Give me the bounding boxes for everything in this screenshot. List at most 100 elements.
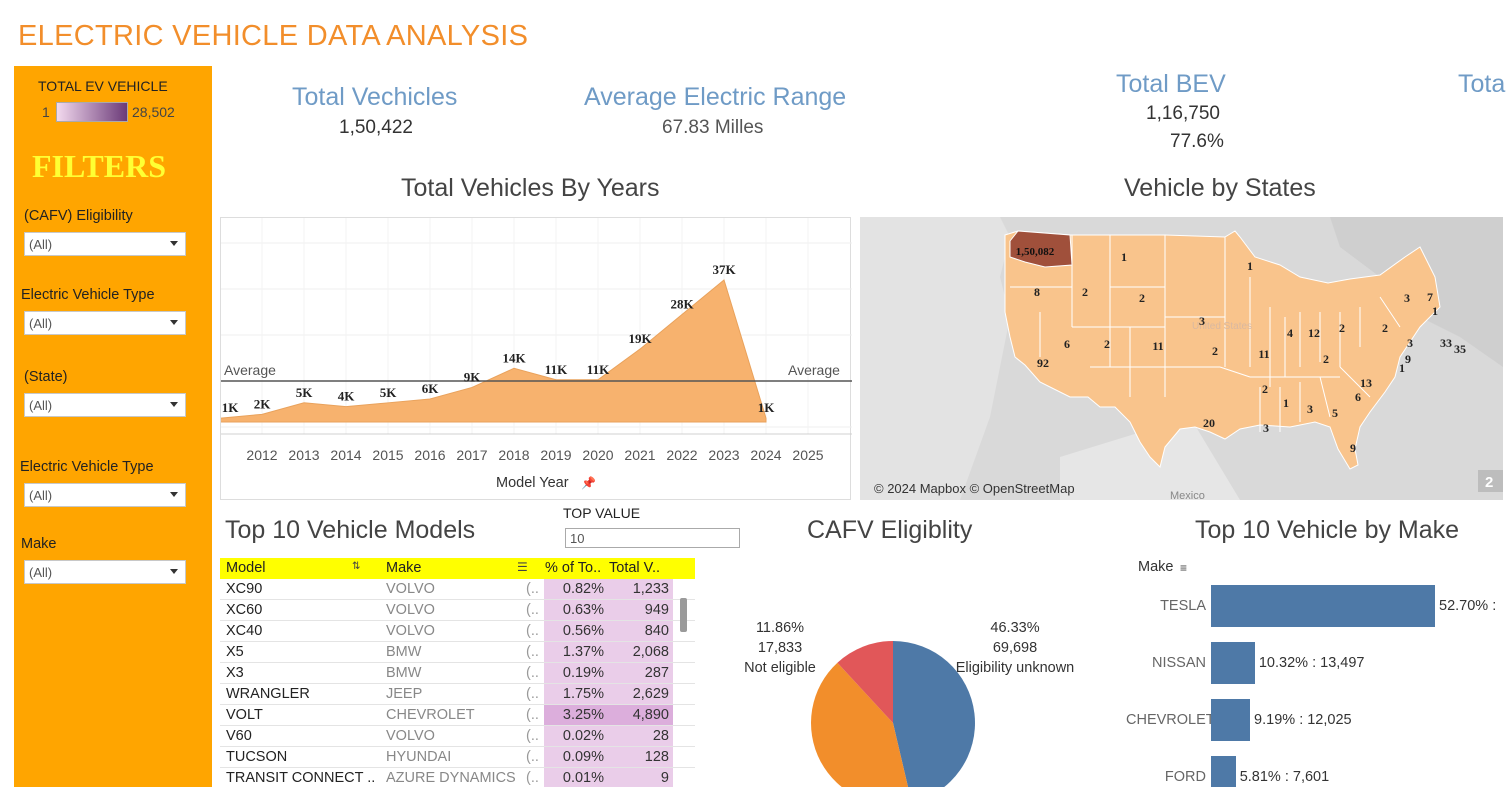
cell-make: VOLVO [386,623,435,639]
cell-total: 2,629 [632,686,669,702]
data-label: 6K [422,381,440,396]
pie-left-count: 17,833 [757,640,803,656]
table-row[interactable]: XC40 VOLVO (.. 0.56% 840 [220,621,695,642]
cell-highlight [544,663,673,683]
filter-dropdown-cafv[interactable]: (All) [24,232,186,256]
caret-down-icon [170,241,178,246]
data-label: 11K [545,362,568,377]
table-row[interactable]: XC90 VOLVO (.. 0.82% 1,233 [220,579,695,600]
data-label: 28K [670,297,694,312]
make-axis-label[interactable]: Make [1138,559,1174,575]
top-value-input[interactable]: 10 [565,528,740,548]
x-tick-label: 2015 [372,447,403,463]
years-area-chart[interactable]: Average Average 1K 2K 5K 4K 5K 6K 9K 14K 11K 11K 19K… [219,217,852,500]
kpi-total-bev-pct: 77.6% [1170,131,1224,152]
states-map[interactable]: © 2024 Mapbox © OpenStreetMap Mexico 2 U… [860,217,1503,500]
legend-min: 1 [42,104,50,120]
cell-highlight [544,747,673,767]
state-value-label: 7 [1427,290,1433,304]
state-value-label: 11 [1258,347,1269,361]
state-value-label: 92 [1037,356,1049,370]
x-tick-label: 2023 [708,447,739,463]
state-value-label: 20 [1203,416,1215,430]
pie-svg[interactable] [800,630,990,787]
cell-model: VOLT [226,707,263,723]
x-tick-label: 2016 [414,447,445,463]
state-value-label: 3 [1407,336,1413,350]
state-value-label: 12 [1308,326,1320,340]
cell-pct: 0.09% [562,749,604,765]
state-value-label: 1 [1399,361,1405,375]
table-scrollbar[interactable] [680,598,687,632]
make-bar[interactable] [1211,585,1435,627]
state-value-label: 6 [1355,390,1361,404]
bar-value-label: 5.81% : 7,601 [1239,769,1330,785]
years-chart-title: Total Vehicles By Years [401,174,660,202]
map-svg: © 2024 Mapbox © OpenStreetMap Mexico 2 U… [860,217,1503,500]
map-page-badge[interactable]: 2 [1485,474,1493,491]
header-total[interactable]: Total V.. [609,560,661,576]
cell-highlight [544,705,673,725]
state-value-label: 11 [1152,339,1163,353]
pie-slice [811,662,909,787]
pie-left-name: Not eligible [744,660,816,676]
map-us-label: United States [1192,321,1252,332]
pie-slice [893,641,975,787]
table-header: Model ⇅ Make ☰ % of To.. Total V.. [220,558,695,579]
years-chart-svg: Average Average 1K 2K 5K 4K 5K 6K 9K 14K 11K 11K 19K… [219,218,852,491]
sort-bars-icon[interactable]: ☰ [517,560,528,574]
table-row[interactable]: X5 BMW (.. 1.37% 2,068 [220,642,695,663]
table-row[interactable]: TRANSIT CONNECT .. AZURE DYNAMICS (.. 0.01%… [220,768,695,787]
dropdown-value: (All) [29,316,53,331]
table-row[interactable]: V60 VOLVO (.. 0.02% 28 [220,726,695,747]
filter-dropdown-ev-type[interactable]: (All) [24,311,186,335]
sort-icon[interactable]: ≡ [1180,561,1188,575]
table-row[interactable]: WRANGLER JEEP (.. 1.75% 2,629 [220,684,695,705]
cell-highlight [544,579,673,599]
cell-dots: (.. [526,665,539,681]
filters-sidebar: TOTAL EV VEHICLE 1 28,502 FILTERS (CAFV)… [14,66,212,787]
table-row[interactable]: VOLT CHEVROLET (.. 3.25% 4,890 [220,705,695,726]
cell-dots: (.. [526,686,539,702]
filter-dropdown-ev-type-2[interactable]: (All) [24,483,186,507]
average-label-left: Average [224,362,276,378]
cell-total: 4,890 [632,707,669,723]
x-tick-label: 2012 [246,447,277,463]
cell-model: WRANGLER [226,686,310,702]
table-row[interactable]: XC60 VOLVO (.. 0.63% 949 [220,600,695,621]
x-tick-label: 2021 [624,447,655,463]
table-row[interactable]: X3 BMW (.. 0.19% 287 [220,663,695,684]
state-value-label: 2 [1339,321,1345,335]
pie-title: CAFV Eligiblity [807,516,973,544]
cell-make: VOLVO [386,602,435,618]
header-model[interactable]: Model [226,560,266,576]
legend-max: 28,502 [132,104,175,120]
table-row[interactable]: TUCSON HYUNDAI (.. 0.09% 128 [220,747,695,768]
state-value-label: 9 [1405,352,1411,366]
header-pct[interactable]: % of To.. [545,560,602,576]
filters-heading: FILTERS [32,148,166,184]
dropdown-value: (All) [29,237,53,252]
filter-dropdown-make[interactable]: (All) [24,560,186,584]
washington-state[interactable] [1009,230,1073,268]
make-bar[interactable] [1211,699,1251,741]
state-value-label: 5 [1332,406,1338,420]
make-bar[interactable] [1211,756,1236,787]
cell-make: BMW [386,665,422,681]
cell-model: XC40 [226,623,263,639]
sort-az-icon[interactable]: ⇅ [352,561,361,572]
filter-label-cafv: (CAFV) Eligibility [24,208,133,224]
filter-dropdown-state[interactable]: (All) [24,393,186,417]
caret-down-icon [170,402,178,407]
header-bg [544,558,673,579]
kpi-total-vehicles-value: 1,50,422 [339,117,413,138]
years-area [219,279,767,423]
table-title: Top 10 Vehicle Models [225,516,476,544]
make-bar[interactable] [1211,642,1255,684]
header-make[interactable]: Make [386,560,422,576]
dropdown-value: (All) [29,398,53,413]
cell-highlight [544,768,673,787]
pie-right-pct: 46.33% [990,620,1040,636]
cell-make: VOLVO [386,728,435,744]
cell-model: V60 [226,728,252,744]
